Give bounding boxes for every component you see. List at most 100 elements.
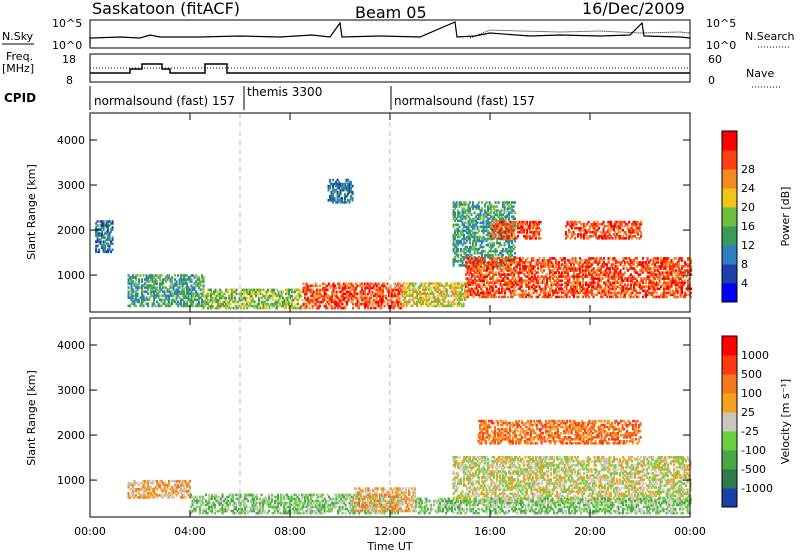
echo-cell xyxy=(469,291,472,295)
echo-cell xyxy=(603,265,606,268)
echo-cell xyxy=(519,261,522,264)
echo-cell xyxy=(220,294,223,298)
echo-cell xyxy=(675,263,678,266)
echo-cell xyxy=(133,479,136,483)
echo-cell xyxy=(469,201,472,204)
echo-cell xyxy=(472,223,475,227)
echo-cell xyxy=(469,269,472,272)
echo-cell xyxy=(465,265,468,268)
echo-cell xyxy=(472,283,475,286)
echo-cell xyxy=(580,271,583,274)
echo-cell xyxy=(261,288,264,292)
echo-cell xyxy=(585,293,588,297)
echo-cell xyxy=(364,300,367,304)
echo-cell xyxy=(652,279,655,282)
echo-cell xyxy=(423,298,426,302)
echo-cell xyxy=(210,296,213,300)
echo-cell xyxy=(210,294,213,298)
echo-cell xyxy=(517,224,520,228)
echo-cell xyxy=(631,291,634,295)
echo-cell xyxy=(253,288,256,292)
echo-cell xyxy=(186,288,189,291)
echo-cell xyxy=(608,233,611,236)
echo-cell xyxy=(487,265,490,268)
echo-cell xyxy=(520,271,523,274)
echo-cell xyxy=(443,304,446,308)
echo-cell xyxy=(107,236,110,239)
echo-cell xyxy=(305,302,308,306)
echo-cell xyxy=(470,229,473,233)
echo-cell xyxy=(503,249,506,253)
echo-cell xyxy=(534,277,537,280)
echo-cell xyxy=(633,261,636,264)
echo-cell xyxy=(633,267,636,270)
echo-cell xyxy=(592,261,595,264)
echo-cell xyxy=(549,271,552,274)
echo-cell xyxy=(397,302,400,306)
echo-cell xyxy=(523,265,526,268)
echo-cell xyxy=(184,304,187,308)
echo-cell xyxy=(490,233,493,236)
echo-cell xyxy=(127,494,130,497)
echo-cell xyxy=(235,306,238,310)
echo-cell xyxy=(610,265,613,268)
echo-cell xyxy=(549,277,552,280)
echo-cell xyxy=(435,288,438,291)
echo-cell xyxy=(190,505,193,509)
echo-cell xyxy=(459,292,462,295)
echo-cell xyxy=(142,485,145,489)
echo-cell xyxy=(292,298,295,302)
echo-cell xyxy=(250,292,253,296)
echo-cell xyxy=(261,292,264,296)
cpid-panel: CPID normalsound (fast) 157 themis 3300 … xyxy=(4,85,535,110)
echo-cell xyxy=(463,258,466,261)
echo-cell xyxy=(532,226,535,230)
echo-cell xyxy=(491,233,494,236)
colorbar-segment xyxy=(722,226,737,246)
echo-cell xyxy=(138,286,141,289)
echo-cell xyxy=(472,243,475,247)
echo-cell xyxy=(361,302,364,306)
echo-cell xyxy=(450,286,453,289)
echo-cell xyxy=(571,285,574,288)
echo-cell xyxy=(286,300,289,304)
echo-cell xyxy=(477,287,480,291)
echo-cell xyxy=(150,494,153,497)
echo-cell xyxy=(681,291,684,295)
echo-cell xyxy=(328,296,331,300)
echo-cell xyxy=(180,492,183,495)
echo-cell xyxy=(437,302,440,306)
echo-cell xyxy=(630,291,633,295)
echo-cell xyxy=(496,265,499,268)
echo-cell xyxy=(640,220,643,224)
echo-cell xyxy=(552,277,555,280)
echo-cell xyxy=(454,258,457,261)
echo-cell xyxy=(466,253,469,257)
echo-cell xyxy=(344,199,347,202)
echo-cell xyxy=(165,294,168,297)
echo-cell xyxy=(271,290,274,294)
echo-cell xyxy=(343,292,346,296)
echo-cell xyxy=(598,287,601,291)
echo-cell xyxy=(604,285,607,288)
echo-cell xyxy=(323,288,326,292)
echo-cell xyxy=(627,257,630,260)
echo-cell xyxy=(243,302,246,306)
colorbar-tick-label: 24 xyxy=(741,182,755,195)
echo-cell xyxy=(382,294,385,298)
echo-cell xyxy=(565,281,568,284)
noise-panel: N.Sky 10^5 10^0 10^5 10^0 N.Search xyxy=(2,17,795,52)
echo-cell xyxy=(132,496,135,499)
echo-cell xyxy=(475,247,478,251)
echo-cell xyxy=(621,261,624,264)
echo-cell xyxy=(652,287,655,291)
echo-cell xyxy=(484,203,487,206)
echo-cell xyxy=(601,289,604,293)
echo-cell xyxy=(478,229,481,233)
echo-cell xyxy=(422,302,425,306)
echo-cell xyxy=(588,273,591,276)
echo-cell xyxy=(380,302,383,306)
echo-cell xyxy=(130,284,133,287)
echo-cell xyxy=(499,241,502,245)
echo-cell xyxy=(157,296,160,300)
